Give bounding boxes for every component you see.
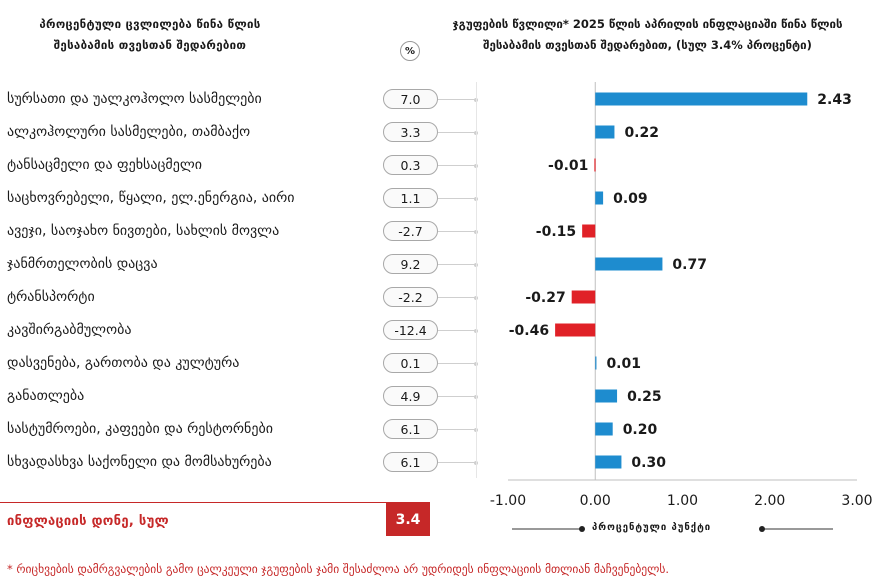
data-label: 0.25 (627, 389, 662, 405)
x-axis-label: პროცენტული პუნქტი (592, 522, 712, 533)
leader-line (438, 330, 476, 331)
data-bar (582, 224, 596, 238)
leader-line (438, 198, 476, 199)
data-bar (571, 290, 596, 304)
x-tick-label: -1.00 (490, 493, 526, 509)
category-label: კავშირგაბმულობა (7, 322, 132, 338)
category-label: ალკოჰოლური სასმელები, თამბაქო (7, 124, 251, 140)
left-title-line1: პროცენტული ცვლილება წინა წლის (39, 17, 261, 31)
percent-change-value: -12.4 (383, 320, 438, 340)
data-label: -0.27 (525, 290, 565, 306)
data-bar (595, 125, 615, 139)
data-bar (595, 191, 604, 205)
category-label: სასტუმროები, კაფეები და რესტორნები (7, 421, 273, 437)
leader-line (438, 231, 476, 232)
percent-change-value: 4.9 (383, 386, 438, 406)
leader-line (438, 132, 476, 133)
x-tick-label: 3.00 (841, 493, 872, 509)
left-title-line2: შესაბამის თვესთან შედარებით (53, 38, 247, 52)
x-tick-label: 2.00 (754, 493, 785, 509)
data-label: 2.43 (817, 92, 852, 108)
category-label: ავეჯი, საოჯახო ნივთები, სახლის მოვლა (7, 223, 280, 239)
data-label: 0.20 (623, 422, 658, 438)
data-bar (595, 92, 808, 106)
data-label: 0.22 (624, 125, 659, 141)
table-guide-line (476, 82, 477, 478)
leader-line (438, 429, 476, 430)
percent-unit-badge: % (400, 41, 420, 61)
data-label: -0.01 (548, 158, 588, 174)
footnote: * რიცხვების დამრგვალების გამო ცალკეული ჯ… (7, 562, 670, 576)
leader-line (438, 165, 476, 166)
percent-change-value: 6.1 (383, 452, 438, 472)
percent-change-value: 0.3 (383, 155, 438, 175)
leader-line (438, 396, 476, 397)
category-label: განათლება (7, 388, 85, 404)
leader-line (438, 264, 476, 265)
data-label: 0.30 (631, 455, 666, 471)
data-bar (595, 389, 618, 403)
data-bar (595, 257, 663, 271)
percent-change-value: 7.0 (383, 89, 438, 109)
category-label: ტრანსპორტი (7, 289, 95, 305)
category-label: საცხოვრებელი, წყალი, ელ.ენერგია, აირი (7, 190, 295, 206)
x-tick-label: 1.00 (667, 493, 698, 509)
percent-change-value: -2.7 (383, 221, 438, 241)
data-label: -0.46 (509, 323, 549, 339)
leader-line (438, 99, 476, 100)
left-panel-title: პროცენტული ცვლილება წინა წლის შესაბამის … (0, 14, 300, 56)
percent-change-value: 6.1 (383, 419, 438, 439)
data-bar (555, 323, 596, 337)
x-tick-label: 0.00 (580, 493, 611, 509)
data-bar (595, 356, 597, 370)
category-label: ტანსაცმელი და ფეხსაცმელი (7, 157, 203, 173)
data-label: -0.15 (536, 224, 576, 240)
data-label: 0.01 (606, 356, 641, 372)
total-divider (0, 502, 430, 503)
leader-line (438, 462, 476, 463)
chart-title-line2: შესაბამის თვესთან შედარებით, (სულ 3.4% პ… (483, 38, 812, 52)
data-bar (594, 158, 596, 172)
leader-line (438, 363, 476, 364)
data-bar (595, 455, 622, 469)
percent-change-value: 0.1 (383, 353, 438, 373)
category-label: ჯანმრთელობის დაცვა (7, 256, 158, 272)
percent-change-value: 3.3 (383, 122, 438, 142)
chart-title: ჯგუფების წვლილი* 2025 წლის აპრილის ინფლა… (425, 14, 870, 56)
total-inflation-value: 3.4 (386, 503, 430, 536)
chart-title-line1: ჯგუფების წვლილი* 2025 წლის აპრილის ინფლა… (452, 17, 843, 31)
category-label: სხვადასხვა საქონელი და მომსახურება (7, 454, 272, 470)
x-axis-label-dot-left (579, 526, 585, 532)
percent-change-value: 1.1 (383, 188, 438, 208)
data-label: 0.09 (613, 191, 648, 207)
x-axis-label-dot-right (759, 526, 765, 532)
category-label: სურსათი და უალკოჰოლო სასმელები (7, 91, 262, 107)
category-label: დასვენება, გართობა და კულტურა (7, 355, 240, 371)
data-bar (595, 422, 613, 436)
data-label: 0.77 (672, 257, 707, 273)
total-inflation-label: ინფლაციის დონე, სულ (7, 514, 169, 529)
percent-change-value: 9.2 (383, 254, 438, 274)
leader-line (438, 297, 476, 298)
percent-change-value: -2.2 (383, 287, 438, 307)
